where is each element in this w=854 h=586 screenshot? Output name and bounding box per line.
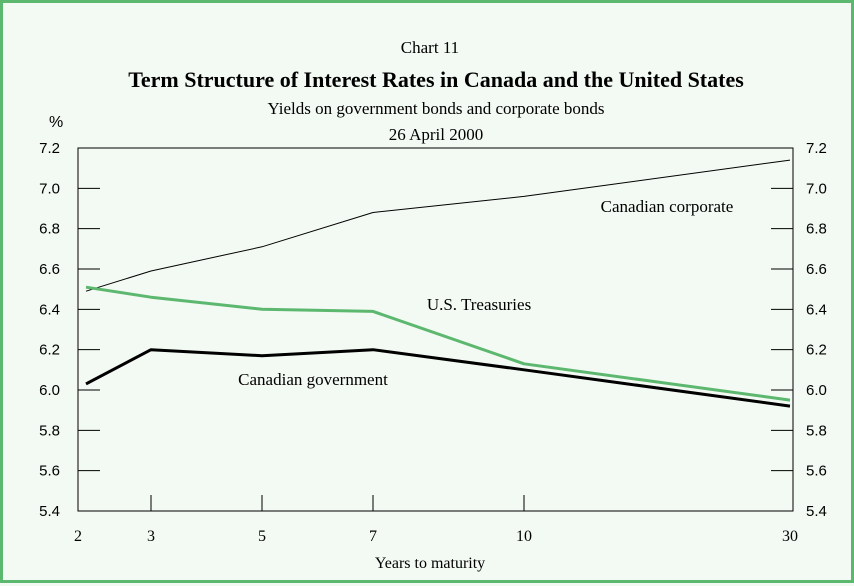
series-line-us-treasuries bbox=[85, 285, 791, 402]
chart-date: 26 April 2000 bbox=[389, 125, 483, 144]
y-tick-left-label: 6.4 bbox=[39, 301, 60, 318]
y-tick-left-label: 6.6 bbox=[39, 261, 60, 278]
y-tick-right-label: 6.6 bbox=[806, 261, 827, 278]
y-tick-left-label: 7.0 bbox=[39, 180, 60, 197]
y-tick-left-label: 7.2 bbox=[39, 140, 60, 157]
series-label-canadian-corporate: Canadian corporate bbox=[601, 197, 734, 216]
y-tick-right-label: 6.4 bbox=[806, 301, 827, 318]
y-tick-right-label: 6.8 bbox=[806, 221, 827, 238]
x-tick-label: 10 bbox=[516, 528, 532, 545]
chart-canvas: Chart 11 Term Structure of Interest Rate… bbox=[39, 38, 827, 572]
plot-area-frame bbox=[77, 147, 794, 512]
chart-label: Chart 11 bbox=[401, 38, 459, 57]
y-tick-left-label: 5.6 bbox=[39, 463, 60, 480]
series-label-us-treasuries: U.S. Treasuries bbox=[427, 295, 531, 314]
y-tick-right-label: 7.0 bbox=[806, 180, 827, 197]
y-tick-right-label: 7.2 bbox=[806, 140, 827, 157]
y-tick-right-label: 5.4 bbox=[806, 503, 827, 520]
y-tick-left-label: 5.8 bbox=[39, 422, 60, 439]
x-tick-label: 30 bbox=[782, 528, 798, 545]
x-axis-label: Years to maturity bbox=[375, 555, 485, 572]
x-tick-label: 5 bbox=[258, 528, 266, 545]
x-tick-label: 2 bbox=[74, 528, 82, 545]
chart-subtitle: Yields on government bonds and corporate… bbox=[267, 99, 604, 118]
y-tick-left-label: 5.4 bbox=[39, 503, 60, 520]
series-line-canadian-government bbox=[85, 348, 791, 408]
y-tick-right-label: 6.0 bbox=[806, 382, 827, 399]
chart-title: Term Structure of Interest Rates in Cana… bbox=[128, 67, 744, 92]
y-tick-left-label: 6.2 bbox=[39, 342, 60, 359]
series-label-canadian-government: Canadian government bbox=[238, 370, 388, 389]
y-tick-left-label: 6.8 bbox=[39, 221, 60, 238]
y-tick-right-label: 5.8 bbox=[806, 422, 827, 439]
y-axis-unit-label: % bbox=[49, 114, 63, 131]
y-tick-left-label: 6.0 bbox=[39, 382, 60, 399]
y-tick-right-label: 6.2 bbox=[806, 342, 827, 359]
x-tick-label: 3 bbox=[147, 528, 155, 545]
x-tick-label: 7 bbox=[369, 528, 377, 545]
series-line-canadian-corporate bbox=[85, 159, 791, 292]
y-tick-right-label: 5.6 bbox=[806, 463, 827, 480]
